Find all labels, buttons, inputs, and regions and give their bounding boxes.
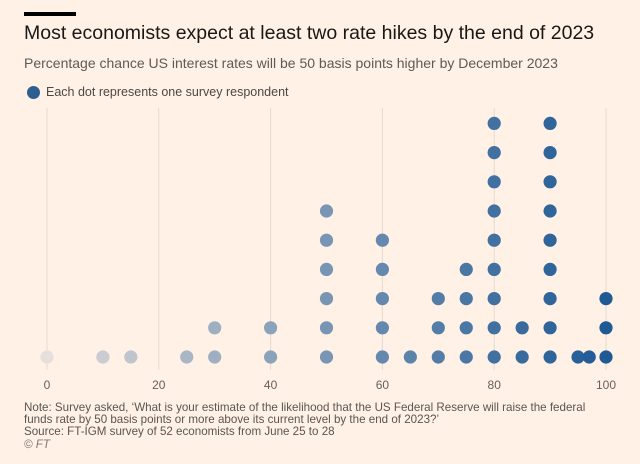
respondent-dot [543,321,557,335]
respondent-dot [40,350,54,364]
ft-top-rule [24,12,76,16]
respondent-dot [319,292,334,306]
respondent-dot [543,262,557,276]
respondent-dot [599,292,613,306]
respondent-dot [431,350,445,364]
respondent-dot [515,321,529,335]
respondent-dot [319,321,334,335]
source-line: Source: FT-IGM survey of 52 economists f… [24,425,335,439]
respondent-dot [487,146,501,160]
respondent-dot [375,292,389,306]
respondent-dot [124,350,138,364]
note-line-1: Note: Survey asked, ‘What is your estima… [24,401,586,414]
respondent-dot [515,350,529,364]
respondent-dot [543,146,557,160]
respondent-dot [459,292,473,306]
respondent-dot [208,350,222,364]
respondent-dot [582,350,596,364]
ft-copyright: © FT [24,437,50,451]
respondent-dot [180,350,194,364]
respondent-dot [487,204,501,218]
respondent-dot [96,350,110,364]
respondent-dot [599,350,613,364]
respondent-dot [375,233,389,247]
legend-label: Each dot represents one survey responden… [46,85,289,99]
respondent-dot [487,233,501,247]
respondent-dot [487,350,501,364]
x-tick-label-20: 20 [152,378,166,392]
note-line-2: funds rate by 50 basis points or more ab… [24,413,440,427]
respondent-dot [487,262,501,276]
respondent-dot [375,350,389,364]
x-tick-label-80: 80 [488,378,502,392]
x-tick-label-0: 0 [44,378,51,392]
respondent-dot [264,321,278,335]
respondent-dot [571,350,585,364]
respondent-dot [208,321,222,335]
respondent-dot [543,175,557,189]
respondent-dot [431,321,445,335]
respondent-dot [264,350,278,364]
respondent-dot [487,175,501,189]
respondent-dot [319,350,334,364]
chart-title: Most economists expect at least two rate… [24,22,595,44]
dot-plot: 0 20 40 60 80 100 [40,108,616,392]
respondent-dot [543,292,557,306]
x-tick-label-40: 40 [264,378,278,392]
chart-subtitle: Percentage chance US interest rates will… [24,55,558,71]
respondent-dot [319,204,334,218]
legend-dot-icon [27,85,40,99]
respondent-dot [487,116,501,130]
respondent-dot [319,233,334,247]
respondent-dot [375,321,389,335]
respondent-dot [403,350,417,364]
respondent-dot [459,350,473,364]
respondent-dot [459,321,473,335]
respondent-dot [319,262,334,276]
respondent-dot [459,262,473,276]
respondent-dot [543,233,557,247]
respondent-dot [599,321,613,335]
chart-notes: Note: Survey asked, ‘What is your estima… [24,401,634,451]
respondent-dot [543,350,557,364]
respondent-dot [487,321,501,335]
respondent-dot [487,292,501,306]
respondent-dot [431,292,445,306]
x-tick-label-100: 100 [596,378,616,392]
respondent-dot [543,204,557,218]
x-tick-label-60: 60 [376,378,390,392]
legend: Each dot represents one survey responden… [27,83,289,101]
respondent-dot [543,116,557,130]
respondent-dot [375,262,389,276]
